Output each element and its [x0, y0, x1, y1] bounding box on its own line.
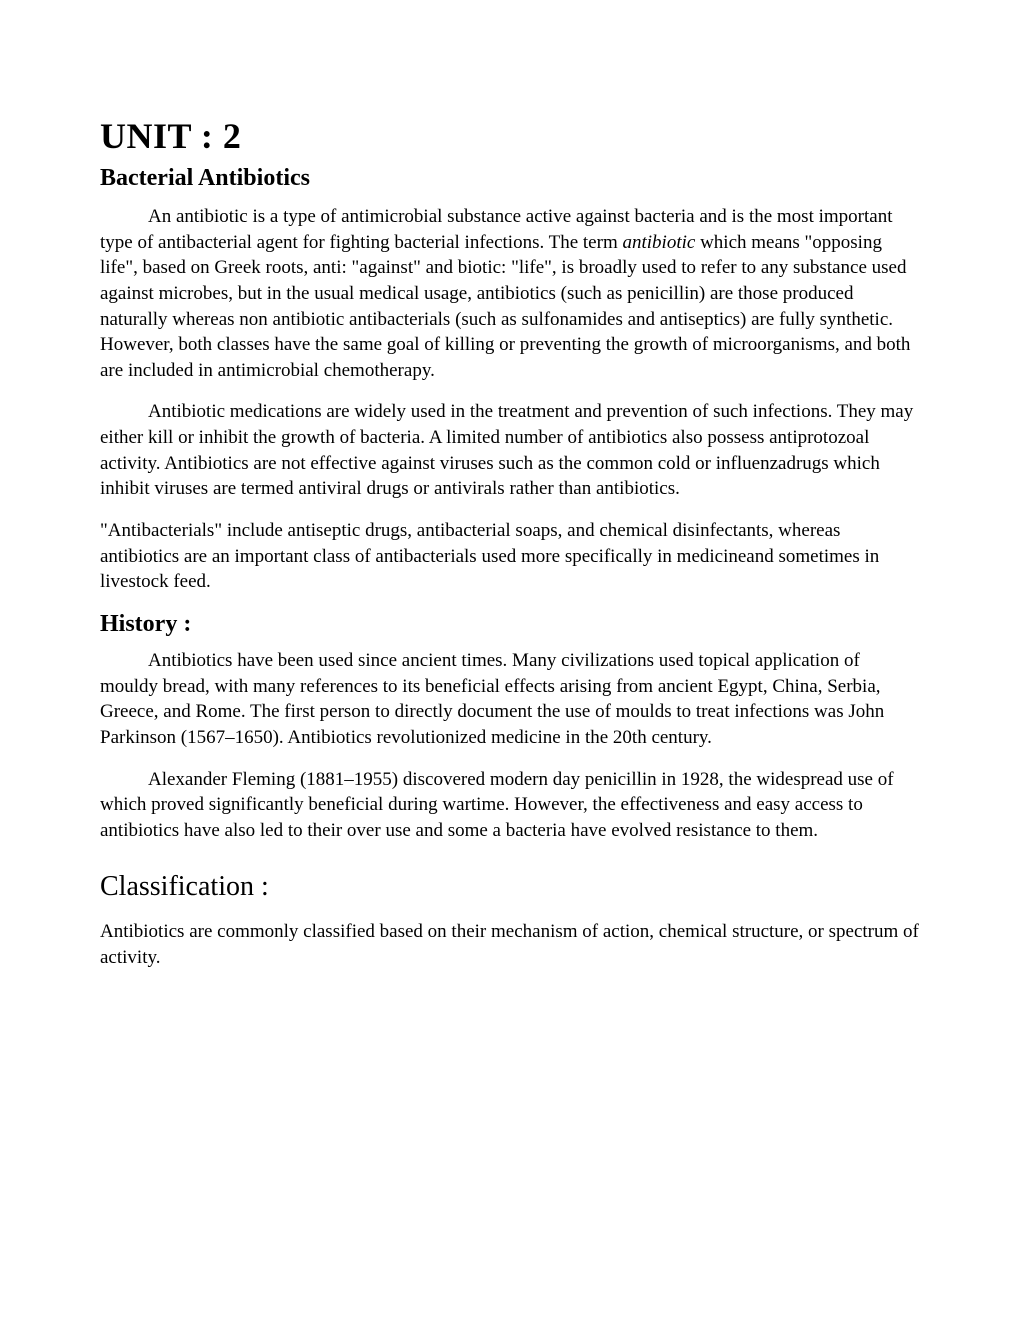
para1-text-post: which means "opposing life", based on Gr…: [100, 232, 910, 381]
classification-paragraph: Antibiotics are commonly classified base…: [100, 919, 920, 970]
history-heading: History :: [100, 611, 920, 638]
classification-heading: Classification :: [100, 871, 920, 903]
history-paragraph-1: Antibiotics have been used since ancient…: [100, 648, 920, 751]
subtitle: Bacterial Antibiotics: [100, 165, 920, 192]
history-paragraph-2: Alexander Fleming (1881–1955) discovered…: [100, 767, 920, 844]
unit-title: UNIT : 2: [100, 115, 920, 157]
paragraph-intro-3: "Antibacterials" include antiseptic drug…: [100, 518, 920, 595]
paragraph-intro-1: An antibiotic is a type of antimicrobial…: [100, 204, 920, 383]
para1-italic-term: antibiotic: [622, 232, 695, 253]
paragraph-intro-2: Antibiotic medications are widely used i…: [100, 399, 920, 502]
